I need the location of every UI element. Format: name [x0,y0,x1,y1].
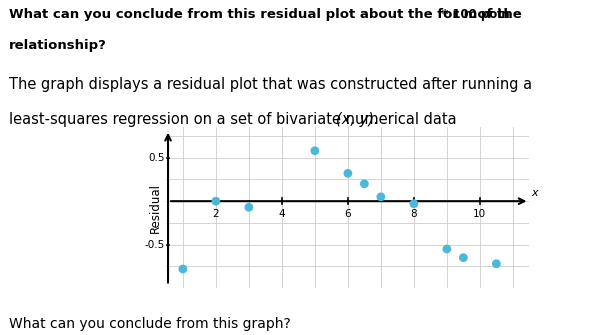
Text: 6: 6 [345,209,351,219]
Point [211,199,221,204]
Y-axis label: Residual: Residual [149,183,162,233]
Point [376,194,386,200]
Point [359,181,369,187]
Text: x: x [531,188,538,198]
Point [459,255,468,260]
Text: * 100 poin: * 100 poin [442,8,509,21]
Point [442,246,452,252]
Point [244,205,253,210]
Text: -0.5: -0.5 [145,240,165,250]
Point [409,201,419,206]
Text: 10: 10 [473,209,486,219]
Text: What can you conclude from this residual plot about the for mof the: What can you conclude from this residual… [9,8,522,21]
Text: What can you conclude from this graph?: What can you conclude from this graph? [9,317,291,331]
Text: (x, y).: (x, y). [336,112,378,127]
Point [343,171,353,176]
Text: 2: 2 [212,209,219,219]
Text: The graph displays a residual plot that was constructed after running a: The graph displays a residual plot that … [9,77,532,92]
Text: 0.5: 0.5 [148,153,165,163]
Text: 4: 4 [278,209,285,219]
Text: 8: 8 [411,209,417,219]
Point [178,266,188,272]
Point [310,148,319,153]
Point [491,261,501,266]
Text: relationship?: relationship? [9,39,107,52]
Text: least-squares regression on a set of bivariate numerical data: least-squares regression on a set of biv… [9,112,462,127]
